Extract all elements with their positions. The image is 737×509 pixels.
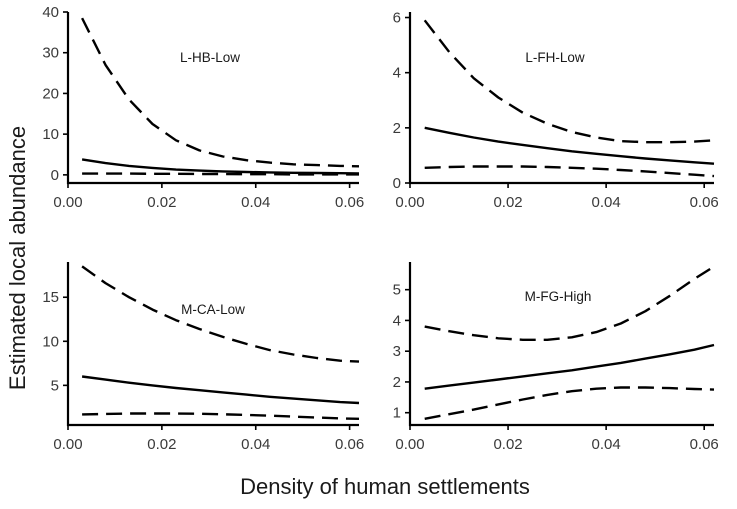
x-tick-label: 0.02 <box>493 194 522 211</box>
y-tick-label: 5 <box>393 282 401 299</box>
series-upper-line <box>424 265 715 341</box>
series-lower-line <box>82 412 360 420</box>
x-tick-label: 0.06 <box>690 194 719 211</box>
y-tick-label: 2 <box>393 120 401 137</box>
y-tick-label: 2 <box>393 374 401 391</box>
x-tick-label: 0.00 <box>395 436 424 453</box>
panel-3: 5 10 15 0.00 0.02 0.04 0.06 M-CA-Low <box>42 262 364 453</box>
y-tick-label: 10 <box>42 126 59 143</box>
y-tick-label: 5 <box>51 377 59 394</box>
x-tick-label: 0.06 <box>335 436 364 453</box>
x-tick-label: 0.04 <box>241 436 270 453</box>
panel-title: M-FG-High <box>525 289 592 304</box>
x-tick-label: 0.04 <box>592 194 621 211</box>
y-tick-label: 1 <box>393 405 401 422</box>
panels: 0 10 20 30 40 0.00 0.02 0.04 0.06 L-HB-Low 0 2 4 6 0.0… <box>42 4 718 453</box>
x-tick-label: 0.00 <box>395 194 424 211</box>
y-tick-label: 0 <box>393 175 401 192</box>
series-upper-line <box>81 265 360 363</box>
series-upper-line <box>423 19 715 144</box>
y-tick-label: 4 <box>393 312 401 329</box>
x-tick-label: 0.06 <box>335 194 364 211</box>
series-lower-line <box>424 386 715 420</box>
x-tick-label: 0.04 <box>241 194 270 211</box>
x-tick-label: 0.02 <box>493 436 522 453</box>
series-estimate-line <box>424 126 715 165</box>
x-tick-label: 0.02 <box>147 436 176 453</box>
x-tick-label: 0.04 <box>592 436 621 453</box>
series-upper-line <box>81 17 360 168</box>
panel-2: 0 2 4 6 0.00 0.02 0.04 0.06 L-FH-Low <box>393 10 719 211</box>
y-tick-label: 15 <box>42 289 59 306</box>
panel-title: M-CA-Low <box>181 302 245 317</box>
x-tick-label: 0.00 <box>53 194 82 211</box>
y-tick-label: 20 <box>42 85 59 102</box>
y-tick-label: 0 <box>51 167 59 184</box>
y-tick-label: 40 <box>42 4 59 21</box>
x-axis-title: Density of human settlements <box>240 474 530 499</box>
x-tick-label: 0.06 <box>690 436 719 453</box>
series-estimate-line <box>424 343 715 390</box>
panel-4: 1 2 3 4 5 0.00 0.02 0.04 0.06 M-FG-High <box>393 262 719 453</box>
y-tick-label: 3 <box>393 343 401 360</box>
series-lower-line <box>424 165 715 178</box>
panel-1: 0 10 20 30 40 0.00 0.02 0.04 0.06 L-HB-Low <box>42 4 364 211</box>
y-tick-label: 10 <box>42 333 59 350</box>
x-tick-label: 0.00 <box>53 436 82 453</box>
y-axis-title: Estimated local abundance <box>5 126 30 390</box>
y-tick-label: 4 <box>393 65 401 82</box>
series-estimate-line <box>81 375 360 405</box>
panel-title: L-HB-Low <box>180 50 240 65</box>
x-tick-label: 0.02 <box>147 194 176 211</box>
y-tick-label: 6 <box>393 10 401 27</box>
series-estimate-line <box>81 158 360 175</box>
panel-title: L-FH-Low <box>525 50 585 65</box>
y-tick-label: 30 <box>42 45 59 62</box>
